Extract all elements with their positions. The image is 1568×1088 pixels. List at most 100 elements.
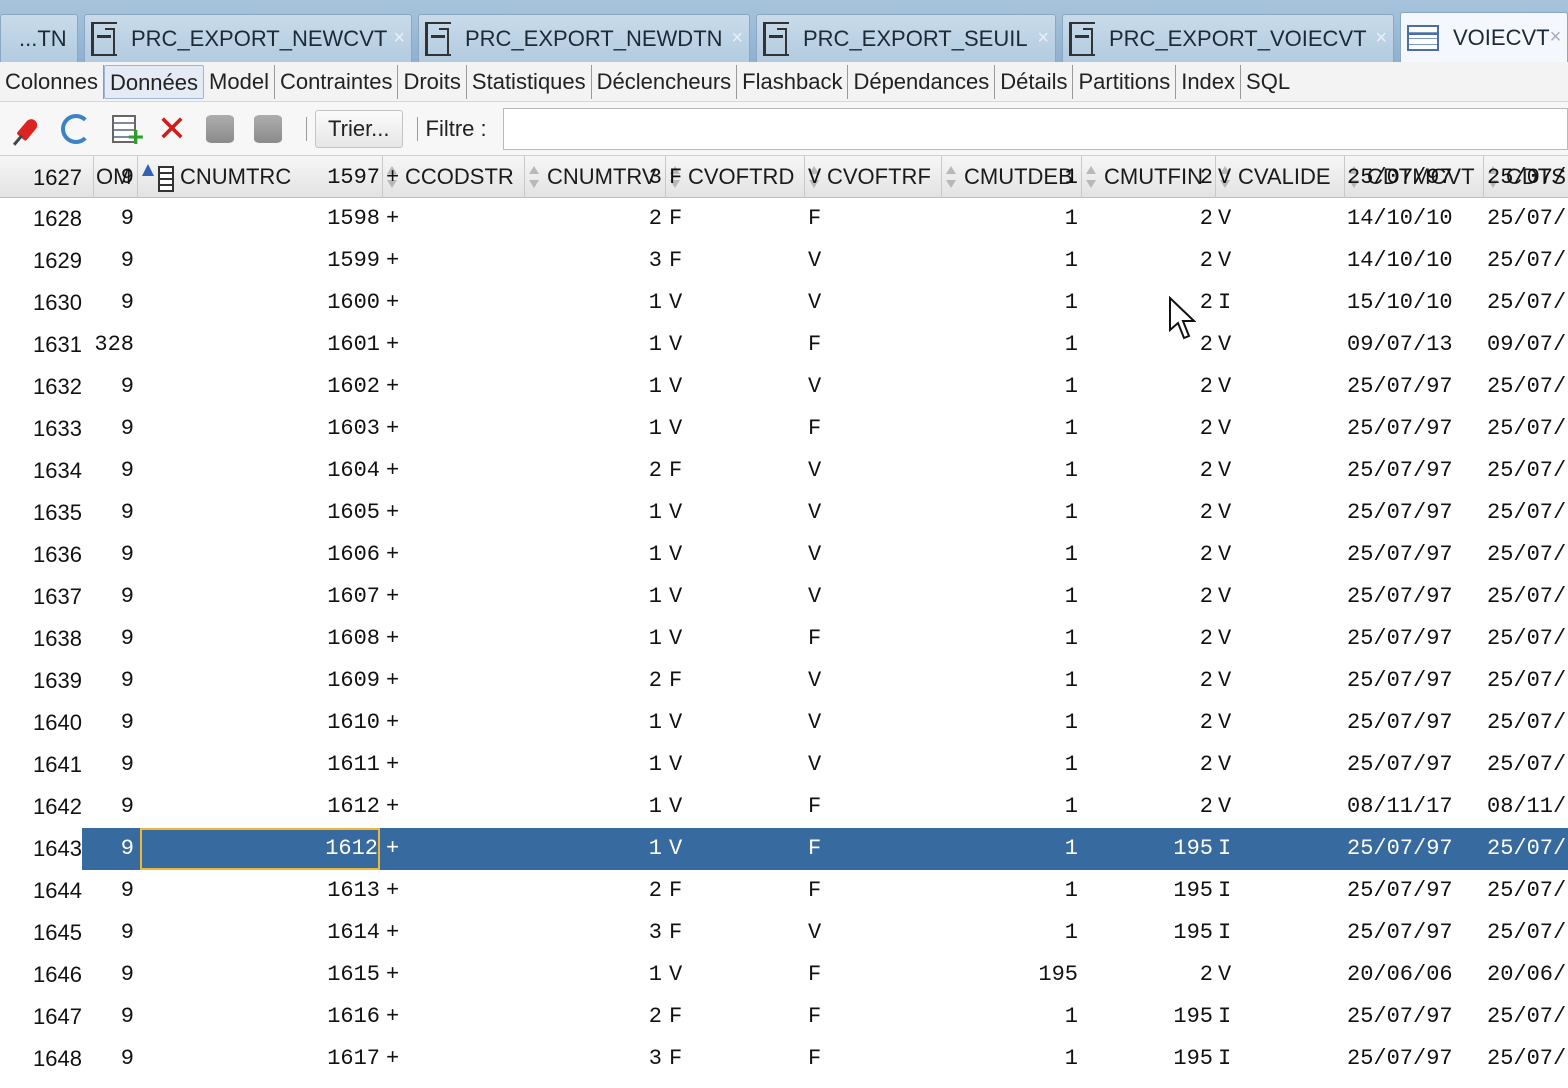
filter-input[interactable]: [503, 108, 1568, 150]
cell-cvoftrf[interactable]: F: [808, 962, 822, 987]
cell-cnumtrc[interactable]: 1603: [327, 416, 380, 441]
cell-cnumtrv[interactable]: 1: [648, 794, 662, 819]
column-header-cdts[interactable]: CDTS: [1484, 156, 1568, 198]
table-row[interactable]: 1630 9 1600 +1 V V 1 2 I 15/10/10 25/07/: [0, 282, 1568, 324]
cell-cvoftrf[interactable]: V: [808, 290, 822, 315]
cell-cnumtrv[interactable]: 1: [648, 374, 662, 399]
cell-cnumtrv[interactable]: 3: [648, 1046, 662, 1071]
cell-cdtmcvt[interactable]: 25/07/97: [1347, 710, 1453, 735]
cell-cmutdeb[interactable]: 1: [1064, 374, 1078, 399]
cell-cvoftrd[interactable]: V: [669, 416, 683, 441]
cell-ccodstr[interactable]: +: [386, 920, 400, 945]
cell-cnumtrv[interactable]: 1: [648, 836, 662, 861]
cell-cdts[interactable]: 09/07/: [1487, 332, 1567, 357]
cell-cmutdeb[interactable]: 1: [1064, 458, 1078, 483]
close-icon[interactable]: ×: [1037, 27, 1049, 49]
cell-cdtmcvt[interactable]: 25/07/97: [1347, 1046, 1453, 1071]
cell-cdtmcvt[interactable]: 08/11/17: [1347, 794, 1453, 819]
cell-cvalide[interactable]: I: [1218, 836, 1232, 861]
cell-cmutdeb[interactable]: 1: [1064, 794, 1078, 819]
cell-cnumtrv[interactable]: 1: [648, 542, 662, 567]
cell-cnumtrc[interactable]: 1615: [327, 962, 380, 987]
rollback-button[interactable]: [248, 109, 288, 149]
cell-cvoftrd[interactable]: V: [669, 962, 683, 987]
column-header-cnumtrv[interactable]: CNUMTRV: [525, 156, 666, 198]
cell-cdtmcvt[interactable]: 25/07/97: [1347, 374, 1453, 399]
close-icon[interactable]: ×: [731, 27, 743, 49]
cell-ccodstr[interactable]: +: [386, 458, 400, 483]
cell-cdts[interactable]: 25/07/: [1487, 374, 1567, 399]
cell-cdtmcvt[interactable]: 25/07/97: [1347, 1004, 1453, 1029]
cell-ccodstr[interactable]: +: [386, 752, 400, 777]
cell-cmutfin[interactable]: 2: [1199, 794, 1213, 819]
cell-cmutfin[interactable]: 2: [1199, 374, 1213, 399]
column-header-cvoftrf[interactable]: CVOFTRF: [805, 156, 942, 198]
cell-cmutfin[interactable]: 195: [1173, 920, 1213, 945]
subtab-colonnes[interactable]: Colonnes: [0, 64, 104, 99]
cell-om[interactable]: 9: [120, 836, 134, 861]
cell-ccodstr[interactable]: +: [386, 206, 400, 231]
cell-cmutfin[interactable]: 2: [1199, 458, 1213, 483]
cell-cvoftrd[interactable]: V: [669, 374, 683, 399]
cell-cvoftrd[interactable]: F: [669, 248, 683, 273]
table-row[interactable]: 1627 9 1597 +3 F V 1 2 V 25/07/97 25/07/: [0, 157, 1568, 199]
cell-ccodstr[interactable]: +: [386, 878, 400, 903]
cell-cdtmcvt[interactable]: 15/10/10: [1347, 290, 1453, 315]
cell-cvalide[interactable]: V: [1218, 794, 1232, 819]
close-icon[interactable]: ×: [1549, 26, 1562, 48]
cell-cdtmcvt[interactable]: 25/07/97: [1347, 836, 1453, 861]
subtab-dependances[interactable]: Dépendances: [848, 64, 996, 99]
cell-cmutdeb[interactable]: 1: [1064, 836, 1078, 861]
cell-cmutdeb[interactable]: 1: [1064, 710, 1078, 735]
cell-cnumtrc[interactable]: 1602: [327, 374, 380, 399]
insert-row-button[interactable]: [104, 109, 144, 153]
cell-cdts[interactable]: 25/07/: [1487, 500, 1567, 525]
cell-cvoftrd[interactable]: F: [669, 878, 683, 903]
cell-cvoftrd[interactable]: F: [669, 668, 683, 693]
close-icon[interactable]: ×: [1375, 27, 1387, 49]
subtab-donnees[interactable]: Données: [103, 64, 205, 99]
cell-cmutfin[interactable]: 195: [1173, 1046, 1213, 1071]
cell-cvoftrd[interactable]: F: [669, 206, 683, 231]
column-header-cvalide[interactable]: CVALIDE: [1216, 156, 1345, 198]
cell-cnumtrv[interactable]: 2: [648, 878, 662, 903]
cell-cvalide[interactable]: V: [1218, 626, 1232, 651]
cell-cvalide[interactable]: V: [1218, 206, 1232, 231]
cell-om[interactable]: 9: [120, 542, 134, 567]
tab-prc-export-newdtn[interactable]: PRC_EXPORT_NEWDTN ×: [418, 14, 750, 62]
cell-cdtmcvt[interactable]: 25/07/97: [1347, 542, 1453, 567]
cell-cmutfin[interactable]: 2: [1199, 332, 1213, 357]
cell-cnumtrv[interactable]: 1: [648, 626, 662, 651]
cell-cnumtrc[interactable]: 1609: [327, 668, 380, 693]
cell-ccodstr[interactable]: +: [386, 290, 400, 315]
subtab-details[interactable]: Détails: [995, 64, 1074, 99]
cell-cmutdeb[interactable]: 1: [1064, 165, 1078, 190]
cell-cvoftrf[interactable]: F: [808, 416, 822, 441]
cell-cmutdeb[interactable]: 1: [1064, 668, 1078, 693]
table-row[interactable]: 1633 9 1603 +1 V F 1 2 V 25/07/97 25/07/: [0, 408, 1568, 450]
cell-cdts[interactable]: 25/07/: [1487, 710, 1567, 735]
cell-cvoftrd[interactable]: V: [669, 710, 683, 735]
cell-cmutfin[interactable]: 2: [1199, 248, 1213, 273]
cell-cnumtrc[interactable]: 1617: [327, 1046, 380, 1071]
cell-cdts[interactable]: 25/07/: [1487, 668, 1567, 693]
table-row[interactable]: 1646 9 1615 +1 V F 195 2 V 20/06/06 20/06/: [0, 954, 1568, 996]
cell-cmutdeb[interactable]: 1: [1064, 542, 1078, 567]
cell-om[interactable]: 9: [120, 794, 134, 819]
cell-cmutdeb[interactable]: 1: [1064, 1004, 1078, 1029]
cell-cvoftrf[interactable]: F: [808, 1004, 822, 1029]
cell-cdts[interactable]: 25/07/: [1487, 290, 1567, 315]
cell-cmutfin[interactable]: 195: [1173, 878, 1213, 903]
cell-cvoftrd[interactable]: V: [669, 542, 683, 567]
cell-cvalide[interactable]: V: [1218, 374, 1232, 399]
cell-cvoftrf[interactable]: V: [808, 920, 822, 945]
table-row[interactable]: 1628 9 1598 +2 F F 1 2 V 14/10/10 25/07/: [0, 198, 1568, 240]
cell-cmutdeb[interactable]: 1: [1064, 206, 1078, 231]
cell-cvalide[interactable]: I: [1218, 1004, 1232, 1029]
cell-cnumtrc[interactable]: 1614: [327, 920, 380, 945]
table-row[interactable]: 1647 9 1616 +2 F F 1 195 I 25/07/97 25/07/: [0, 996, 1568, 1038]
cell-cnumtrc[interactable]: 1612: [327, 794, 380, 819]
cell-cdtmcvt[interactable]: 25/07/97: [1347, 668, 1453, 693]
cell-cnumtrv[interactable]: 2: [648, 668, 662, 693]
cell-cmutfin[interactable]: 2: [1199, 710, 1213, 735]
